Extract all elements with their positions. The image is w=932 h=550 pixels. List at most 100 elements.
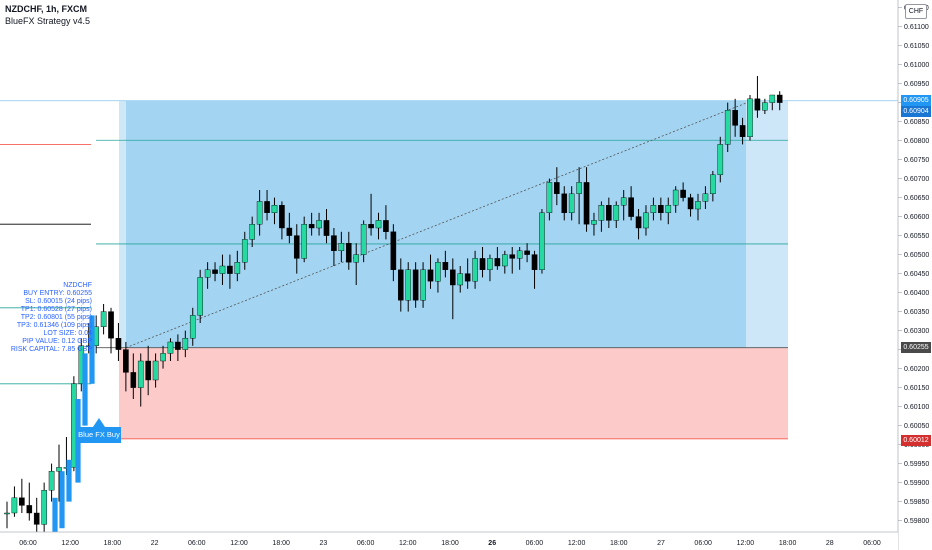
candle-body — [160, 353, 166, 362]
candle — [509, 247, 516, 274]
candle — [695, 193, 701, 221]
candle — [331, 228, 337, 266]
candle-body — [33, 512, 40, 525]
candle-body — [256, 201, 263, 225]
candle — [234, 250, 241, 282]
indicator-title: BlueFX Strategy v4.5 — [5, 16, 91, 26]
candle-body — [316, 220, 322, 229]
candle-body — [769, 94, 776, 103]
currency-badge[interactable]: CHF — [905, 4, 927, 19]
candle — [769, 94, 776, 111]
y-tick-label: 0.61050 — [904, 43, 929, 50]
candle-body — [613, 204, 620, 221]
candle — [672, 186, 679, 213]
buy-signal-label: Blue FX Buy — [77, 427, 121, 443]
candle — [494, 247, 501, 270]
profit-zone-extension — [746, 100, 788, 348]
candle — [762, 98, 768, 114]
candle-body — [204, 269, 211, 278]
x-tick-label: 12:00 — [568, 540, 586, 547]
candle-body — [435, 262, 441, 282]
info-line: TP3: 0.61346 (109 pips) — [16, 322, 92, 329]
candle — [345, 231, 352, 270]
candle-body — [672, 189, 679, 206]
candle-body — [628, 197, 634, 217]
candle-body — [152, 360, 159, 381]
candle-body — [19, 497, 25, 506]
candle — [375, 212, 382, 240]
candle-body — [4, 512, 10, 515]
x-tick-label: 18:00 — [779, 540, 797, 547]
y-tick-label: 0.60300 — [904, 328, 929, 335]
candle-body — [747, 98, 753, 138]
y-tick-label: 0.60000 — [904, 442, 929, 449]
candle-body — [219, 265, 226, 274]
candle — [420, 262, 426, 308]
candle-body — [776, 94, 783, 103]
price-axis-bg — [898, 0, 932, 550]
candle — [412, 262, 419, 308]
y-tick-label: 0.60400 — [904, 290, 929, 297]
candle — [776, 91, 783, 111]
candle — [754, 76, 761, 118]
x-tick-label: 18:00 — [441, 540, 459, 547]
candle-body — [531, 254, 538, 271]
signal-bar — [82, 353, 88, 426]
candle-body — [539, 212, 545, 271]
candle-body — [494, 258, 501, 267]
candle — [576, 167, 582, 225]
candle — [710, 171, 716, 202]
candle-body — [360, 223, 367, 255]
candle-body — [338, 242, 345, 251]
candle-body — [687, 197, 694, 210]
y-tick-label: 0.61000 — [904, 62, 929, 69]
y-tick-label: 0.60050 — [904, 423, 929, 430]
candle — [450, 258, 456, 320]
y-tick-label: 0.59800 — [904, 518, 929, 525]
candle — [687, 193, 694, 217]
x-tick-label: 12:00 — [61, 540, 79, 547]
y-tick-label: 0.60150 — [904, 385, 929, 392]
candle — [48, 463, 55, 502]
y-tick-label: 0.61100 — [904, 24, 929, 31]
x-tick-label: 06:00 — [19, 540, 37, 547]
candle — [360, 220, 367, 263]
info-line: SL: 0.60015 (24 pips) — [25, 298, 92, 305]
signal-bar — [59, 471, 65, 529]
info-line: RISK CAPITAL: 7.85 GBP — [10, 346, 92, 353]
candle — [26, 482, 33, 521]
candle-body — [145, 360, 151, 381]
candle-body — [546, 182, 553, 213]
candle — [33, 497, 40, 536]
signal-bar — [66, 459, 72, 502]
candle — [561, 186, 568, 221]
candle-body — [576, 182, 582, 194]
candle — [650, 197, 657, 221]
candle-body — [115, 338, 122, 350]
candle-body — [502, 254, 508, 267]
y-tick-label: 0.60650 — [904, 195, 929, 202]
signal-bar — [52, 497, 58, 536]
candle — [628, 186, 634, 221]
candle — [724, 102, 731, 152]
candle-body — [241, 239, 248, 263]
candle — [123, 342, 129, 392]
candle — [189, 307, 196, 346]
candle-body — [650, 204, 657, 213]
y-tick-label: 0.60550 — [904, 233, 929, 240]
info-line: LOT SIZE: 0.04 — [43, 330, 92, 337]
candle-body — [56, 467, 62, 472]
candle — [286, 212, 293, 244]
x-tick-label: 18:00 — [610, 540, 628, 547]
candle — [487, 254, 493, 282]
candle-body — [420, 269, 426, 301]
candle-body — [457, 273, 464, 286]
candle — [249, 216, 255, 247]
candle-body — [724, 109, 731, 145]
y-tick-label: 0.59850 — [904, 499, 929, 506]
candle-body — [739, 125, 746, 138]
candle-body — [234, 262, 241, 274]
candle — [442, 250, 449, 278]
time-axis-bg — [0, 532, 898, 550]
